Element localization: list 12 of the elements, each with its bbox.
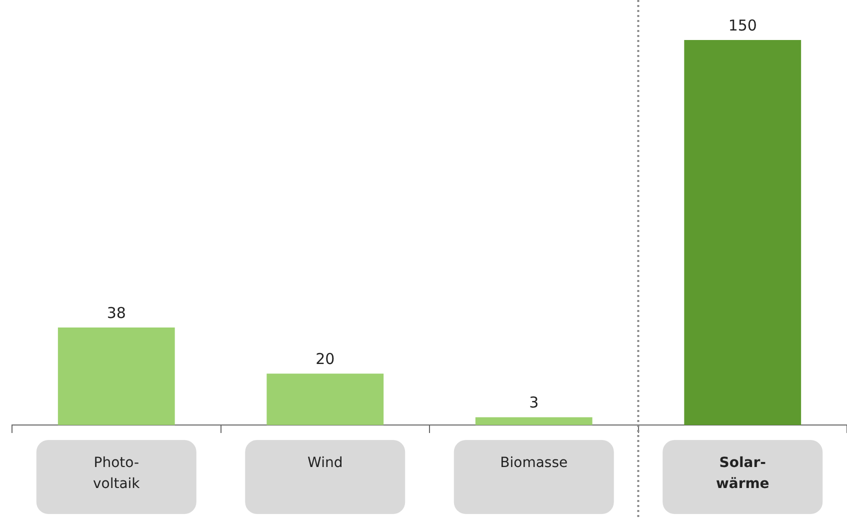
bar: [58, 327, 175, 425]
x-tick-label: Solar- wärme: [716, 455, 770, 492]
x-tick-label: Photo- voltaik: [92, 455, 141, 492]
data-label: 38: [106, 304, 126, 322]
x-tick-label: Biomasse: [500, 455, 568, 472]
data-label: 3: [529, 394, 539, 412]
bar: [475, 417, 592, 425]
bar: [684, 40, 802, 425]
data-label: 20: [316, 350, 335, 368]
x-tick-label: Wind: [308, 455, 343, 472]
data-label: 150: [728, 16, 757, 34]
bar: [266, 374, 384, 425]
